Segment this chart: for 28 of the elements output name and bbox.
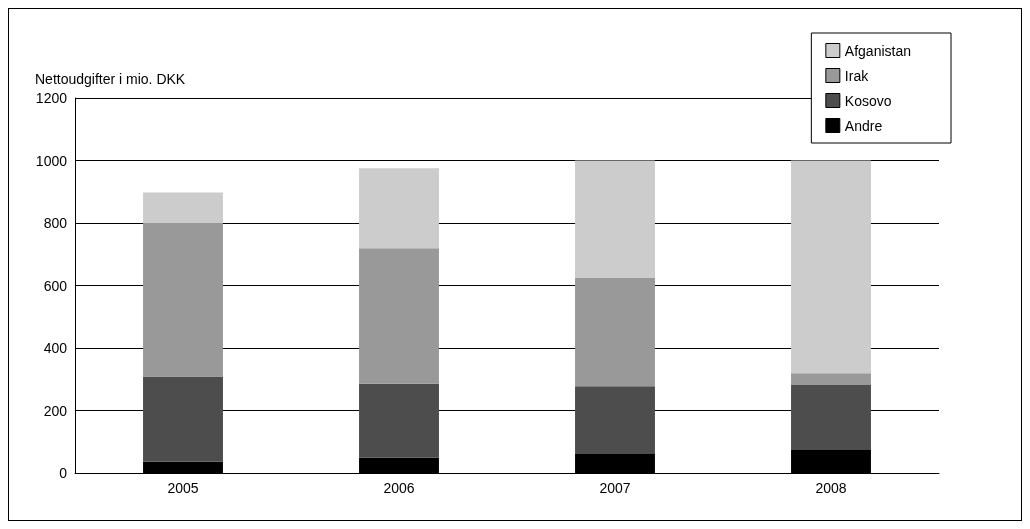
y-tick-label: 400 bbox=[43, 340, 68, 356]
y-axis-title: Nettoudgifter i mio. DKK bbox=[35, 71, 186, 87]
y-tick-label: 800 bbox=[43, 215, 68, 231]
legend-label: Irak bbox=[844, 67, 870, 84]
bar bbox=[359, 383, 439, 458]
legend-label: Andre bbox=[844, 117, 883, 134]
bar bbox=[791, 384, 871, 450]
y-tick-label: 200 bbox=[43, 402, 68, 419]
bar bbox=[791, 373, 871, 385]
bar bbox=[791, 160, 871, 374]
x-tick-label: 2007 bbox=[599, 480, 631, 496]
y-tick-label: 600 bbox=[43, 277, 68, 294]
bar bbox=[359, 248, 439, 384]
bar bbox=[143, 376, 223, 462]
legend-label: Afganistan bbox=[844, 42, 912, 59]
y-tick-label: 0 bbox=[59, 465, 68, 481]
bar bbox=[143, 223, 223, 377]
x-tick-label: 2008 bbox=[815, 480, 847, 496]
y-tick-label: 1200 bbox=[35, 90, 68, 106]
x-tick-label: 2006 bbox=[383, 480, 415, 496]
x-tick-label: 2005 bbox=[167, 480, 199, 496]
bar bbox=[359, 168, 439, 249]
bar bbox=[575, 386, 655, 454]
bar bbox=[575, 277, 655, 387]
bar bbox=[575, 160, 655, 278]
legend-label: Kosovo bbox=[844, 92, 892, 109]
bar bbox=[143, 192, 223, 223]
y-tick-label: 1000 bbox=[35, 152, 68, 169]
